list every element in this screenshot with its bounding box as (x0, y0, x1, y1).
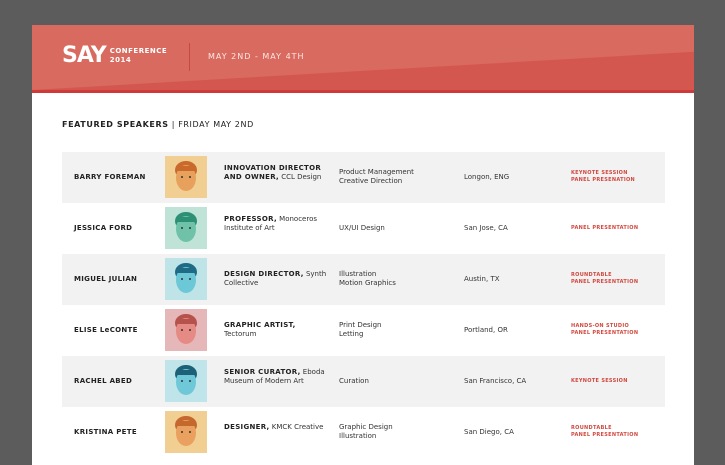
session-tag: PANEL PRESENTATION (571, 278, 639, 285)
logo-say: SAY (62, 43, 107, 68)
speaker-title: DESIGN DIRECTOR, Synth Collective (224, 270, 327, 287)
skill: Letting (339, 330, 364, 338)
speaker-location: Portland, OR (464, 325, 508, 334)
speaker-sessions: KEYNOTE SESSION PANEL PRESENATION (571, 170, 635, 183)
logo-year: 2014 (109, 56, 132, 64)
skill: Creative Direction (339, 177, 403, 185)
section-title: FEATURED SPEAKERS | FRIDAY MAY 2ND (62, 120, 254, 129)
speaker-location: Austin, TX (464, 274, 500, 283)
speaker-avatar (165, 411, 207, 453)
speaker-skills: UX/UI Design (339, 224, 385, 233)
session-tag: ROUNDTABLE (571, 425, 612, 432)
speaker-row: JESSICA FORD PROFESSOR, Monoceros Instit… (62, 203, 665, 254)
speaker-name: BARRY FOREMAN (74, 172, 146, 181)
speaker-name: MIGUEL JULIAN (74, 274, 138, 283)
session-tag: PANEL PRESENTATION (571, 329, 639, 336)
skill: Print Design (339, 321, 382, 329)
speaker-avatar (165, 156, 207, 198)
speaker-sessions: ROUNDTABLE PANEL PRESENTATION (571, 425, 638, 438)
speaker-name: RACHEL ABED (74, 376, 133, 385)
speaker-skills: Print Design Letting (339, 321, 382, 339)
speaker-skills: Graphic Design Illustration (339, 423, 393, 441)
speaker-title: GRAPHIC ARTIST, Tectorum (224, 321, 296, 338)
speaker-row: MIGUEL JULIAN DESIGN DIRECTOR, Synth Col… (62, 254, 665, 305)
speaker-title: DESIGNER, KMCK Creative (224, 423, 324, 431)
session-tag: PANEL PRESENTATION (571, 431, 639, 438)
header-banner: SAY CONFERENCE 2014 MAY 2ND - MAY 4TH (32, 25, 694, 93)
session-tag: ROUNDTABLE (571, 272, 612, 279)
program-page: SAY CONFERENCE 2014 MAY 2ND - MAY 4TH FEA… (32, 25, 694, 465)
speaker-location: San Jose, CA (464, 223, 508, 232)
speaker-sessions: HANDS-ON STUDIO PANEL PRESENTATION (571, 323, 638, 336)
logo-conference: CONFERENCE (109, 47, 168, 55)
speaker-name: ELISE LeCONTE (74, 325, 138, 334)
speaker-avatar (165, 360, 207, 402)
speaker-skills: Product Management Creative Direction (339, 168, 414, 186)
skill: Product Management (339, 168, 414, 176)
speaker-avatar (165, 207, 207, 249)
header-decoration (32, 51, 694, 90)
speaker-title: PROFESSOR, Monoceros Institute of Art (224, 214, 318, 232)
speaker-avatar (165, 309, 207, 351)
speaker-row: RACHEL ABED SENIOR CURATOR, Eboda Museum… (62, 356, 665, 407)
speaker-sessions: PANEL PRESENTATION (571, 225, 638, 232)
speaker-row: BARRY FOREMAN INNOVATION DIRECTOR AND OW… (62, 152, 665, 203)
speaker-avatar (165, 258, 207, 300)
skill: Graphic Design (339, 423, 393, 431)
session-tag: PANEL PRESENATION (571, 176, 636, 183)
speaker-name: JESSICA FORD (74, 223, 133, 232)
speaker-location: Longon, ENG (464, 172, 510, 181)
logo: SAY CONFERENCE 2014 (62, 45, 167, 67)
skill: Illustration (339, 432, 377, 440)
session-tag: KEYNOTE SESSION (571, 377, 628, 384)
section-day: FRIDAY MAY 2ND (178, 120, 254, 129)
session-tag: KEYNOTE SESSION (571, 170, 628, 177)
speaker-title: INNOVATION DIRECTOR AND OWNER, CCL Desig… (224, 163, 322, 181)
skill: Illustration (339, 270, 377, 278)
speaker-title: SENIOR CURATOR, Eboda Museum of Modern A… (224, 367, 325, 385)
skill: Motion Graphics (339, 279, 396, 287)
speaker-skills: Curation (339, 377, 369, 386)
session-tag: HANDS-ON STUDIO (571, 323, 630, 330)
speaker-skills: Illustration Motion Graphics (339, 270, 396, 288)
skill: Curation (339, 376, 369, 385)
conference-dates: MAY 2ND - MAY 4TH (208, 52, 305, 61)
speaker-sessions: ROUNDTABLE PANEL PRESENTATION (571, 272, 638, 285)
speaker-location: San Francisco, CA (464, 376, 527, 385)
header-divider (189, 43, 190, 71)
speaker-row: ELISE LeCONTE GRAPHIC ARTIST, Tectorum P… (62, 305, 665, 356)
speaker-row: KRISTINA PETE DESIGNER, KMCK Creative Gr… (62, 407, 665, 458)
session-tag: PANEL PRESENTATION (571, 224, 639, 231)
speaker-location: San Diego, CA (464, 427, 514, 436)
speaker-sessions: KEYNOTE SESSION (571, 378, 628, 385)
skill: UX/UI Design (339, 223, 385, 232)
speaker-name: KRISTINA PETE (74, 427, 137, 436)
